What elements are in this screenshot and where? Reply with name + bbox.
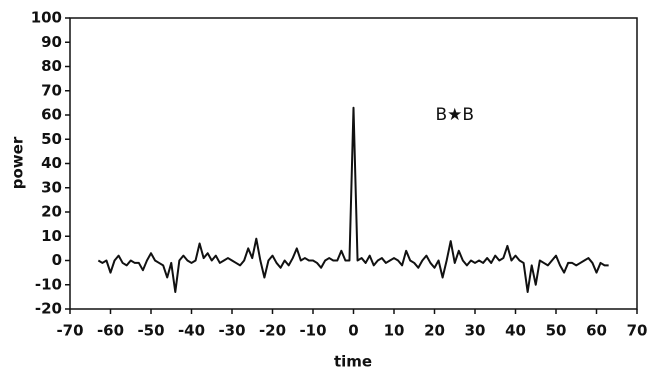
- y-tick-label: -20: [35, 300, 62, 318]
- plot-frame: [69, 17, 638, 310]
- x-tick-label: 50: [546, 322, 567, 340]
- x-tick-label: -30: [218, 322, 245, 340]
- y-tick-label: 50: [41, 130, 62, 148]
- y-tick-label: 90: [41, 33, 62, 51]
- y-tick-label: 30: [41, 178, 62, 196]
- x-axis-label: time: [334, 353, 372, 371]
- x-tick-label: -50: [137, 322, 164, 340]
- annotation: B★B: [435, 105, 474, 125]
- y-tick-label: 60: [41, 106, 62, 124]
- y-tick-label: 70: [41, 81, 62, 99]
- x-tick-label: 60: [586, 322, 607, 340]
- x-tick-label: 40: [505, 322, 526, 340]
- y-axis-label: power: [9, 136, 27, 189]
- y-tick-label: 0: [52, 251, 62, 269]
- y-tick-label: 40: [41, 154, 62, 172]
- line-series: [97, 106, 609, 294]
- y-tick-label: 80: [41, 57, 62, 75]
- x-tick-label: -60: [97, 322, 124, 340]
- y-tick-label: 10: [41, 227, 62, 245]
- x-tick-label: -70: [56, 322, 83, 340]
- x-tick-label: 30: [465, 322, 486, 340]
- y-tick-label: -10: [35, 275, 62, 293]
- x-tick-label: -40: [178, 322, 205, 340]
- x-tick-label: 20: [424, 322, 445, 340]
- y-tick-label: 100: [31, 9, 62, 27]
- x-tick-label: 10: [384, 322, 405, 340]
- x-tick-label: 0: [348, 322, 358, 340]
- x-tick-label: -20: [259, 322, 286, 340]
- y-tick-label: 20: [41, 203, 62, 221]
- x-tick-label: -10: [299, 322, 326, 340]
- x-tick-label: 70: [627, 322, 648, 340]
